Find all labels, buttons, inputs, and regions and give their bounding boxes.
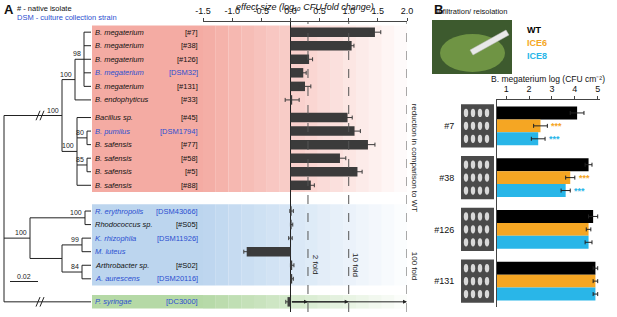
svg-text:2: 2: [527, 84, 532, 94]
svg-text:[#S05]: [#S05]: [176, 220, 198, 229]
svg-text:[#58]: [#58]: [181, 154, 198, 163]
svg-text:84: 84: [71, 263, 79, 270]
svg-text:1.5: 1.5: [372, 6, 385, 16]
svg-text:B. safensis: B. safensis: [95, 167, 132, 176]
svg-text:ICE8: ICE8: [527, 51, 547, 61]
svg-text:B. megaterium: B. megaterium: [95, 68, 144, 77]
svg-text:-1.5: -1.5: [195, 6, 211, 16]
svg-text:#38: #38: [439, 173, 454, 183]
svg-text:[#S02]: [#S02]: [176, 261, 198, 270]
svg-text:reduction in comparison to WT: reduction in comparison to WT: [410, 104, 419, 213]
svg-text:[#7]: [#7]: [185, 28, 198, 37]
svg-text:[#45]: [#45]: [181, 113, 198, 122]
svg-text:1.0: 1.0: [342, 6, 355, 16]
svg-text:DSM - culture collection strai: DSM - culture collection strain: [17, 13, 117, 22]
svg-text:100: 100: [47, 107, 59, 114]
svg-text:100: 100: [60, 71, 72, 78]
svg-text:[DSM43066]: [DSM43066]: [156, 207, 198, 216]
svg-text:A: A: [4, 2, 14, 17]
svg-text:10 fold: 10 fold: [351, 253, 360, 277]
svg-text:B. safensis: B. safensis: [95, 181, 132, 190]
svg-text:B. megaterium log (CFU cm⁻²): B. megaterium log (CFU cm⁻²): [491, 74, 605, 84]
svg-text:80: 80: [76, 129, 84, 136]
svg-text:B. safensis: B. safensis: [95, 140, 132, 149]
svg-text:Arthrobacter sp.: Arthrobacter sp.: [95, 261, 149, 270]
svg-text:[DSM32]: [DSM32]: [169, 68, 198, 77]
svg-text:[#77]: [#77]: [181, 140, 198, 149]
svg-text:2.0: 2.0: [401, 6, 414, 16]
svg-text:-1.0: -1.0: [224, 6, 240, 16]
svg-text:#131: #131: [434, 276, 454, 286]
svg-text:P. syringae: P. syringae: [95, 297, 132, 306]
svg-text:***: ***: [551, 121, 562, 131]
svg-text:***: ***: [549, 134, 560, 144]
svg-text:***: ***: [579, 173, 590, 183]
svg-text:B. megaterium: B. megaterium: [95, 55, 144, 64]
svg-text:A. aurescens: A. aurescens: [95, 274, 140, 283]
svg-text:[#126]: [#126]: [177, 55, 198, 64]
svg-text:B. megaterium: B. megaterium: [95, 82, 144, 91]
svg-text:# - native isolate: # - native isolate: [17, 4, 72, 13]
svg-text:100 fold: 100 fold: [410, 252, 419, 280]
svg-text:B. megaterium: B. megaterium: [95, 41, 144, 50]
svg-text:M. luteus: M. luteus: [95, 247, 126, 256]
svg-text:0.02: 0.02: [17, 273, 31, 280]
svg-text:4: 4: [572, 84, 577, 94]
svg-text:3: 3: [549, 84, 554, 94]
svg-text:infiltration/ reisolation: infiltration/ reisolation: [437, 7, 507, 16]
svg-text:[DSM11926]: [DSM11926]: [157, 234, 198, 243]
svg-text:[#5]: [#5]: [185, 167, 198, 176]
svg-text:R. erythropolis: R. erythropolis: [95, 207, 144, 216]
svg-text:B. safensis: B. safensis: [95, 154, 132, 163]
svg-text:#126: #126: [434, 225, 454, 235]
svg-text:[#131]: [#131]: [177, 82, 198, 91]
svg-text:2 fold: 2 fold: [311, 255, 320, 275]
svg-text:5: 5: [595, 84, 600, 94]
svg-text:[DSM20116]: [DSM20116]: [157, 274, 198, 283]
svg-text:-0.5: -0.5: [254, 6, 270, 16]
svg-text:***: ***: [574, 186, 585, 196]
svg-text:B. pumilus: B. pumilus: [95, 127, 130, 136]
svg-text:B. endophyticus: B. endophyticus: [95, 95, 149, 104]
svg-text:ICE6: ICE6: [527, 38, 547, 48]
svg-text:[#88]: [#88]: [181, 181, 198, 190]
svg-text:Bacillus sp.: Bacillus sp.: [95, 113, 133, 122]
svg-text:[#38]: [#38]: [181, 41, 198, 50]
svg-text:WT: WT: [527, 25, 541, 35]
svg-text:effect size (log₁₀ CFU fold ch: effect size (log₁₀ CFU fold change): [236, 2, 374, 12]
svg-text:[DC3000]: [DC3000]: [166, 297, 198, 306]
svg-text:0.5: 0.5: [313, 6, 326, 16]
svg-text:98: 98: [73, 50, 81, 57]
svg-text:85: 85: [76, 156, 84, 163]
svg-text:[#33]: [#33]: [181, 95, 198, 104]
svg-text:100: 100: [62, 142, 74, 149]
svg-text:[DSM1794]: [DSM1794]: [160, 127, 198, 136]
svg-text:#7: #7: [444, 121, 454, 131]
svg-text:100: 100: [15, 229, 27, 236]
svg-text:99: 99: [71, 236, 79, 243]
svg-text:100: 100: [70, 209, 82, 216]
svg-text:Rhodococcus sp.: Rhodococcus sp.: [95, 220, 153, 229]
svg-text:1: 1: [504, 84, 509, 94]
svg-text:0.0: 0.0: [284, 6, 297, 16]
svg-text:K. rhizophila: K. rhizophila: [95, 234, 136, 243]
svg-text:B. megaterium: B. megaterium: [95, 28, 144, 37]
svg-text:B: B: [434, 2, 443, 17]
